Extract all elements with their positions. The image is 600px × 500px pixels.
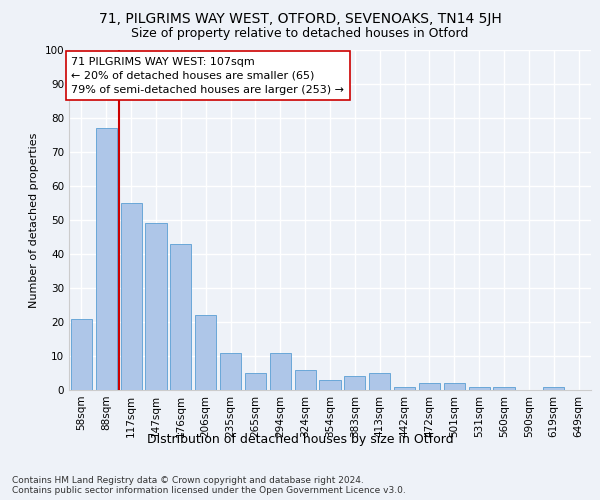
Bar — [419, 383, 440, 390]
Bar — [220, 352, 241, 390]
Bar — [319, 380, 341, 390]
Bar — [469, 386, 490, 390]
Bar — [295, 370, 316, 390]
Bar — [394, 386, 415, 390]
Text: Contains HM Land Registry data © Crown copyright and database right 2024.
Contai: Contains HM Land Registry data © Crown c… — [12, 476, 406, 495]
Text: 71, PILGRIMS WAY WEST, OTFORD, SEVENOAKS, TN14 5JH: 71, PILGRIMS WAY WEST, OTFORD, SEVENOAKS… — [98, 12, 502, 26]
Bar — [493, 386, 515, 390]
Bar — [71, 318, 92, 390]
Text: Size of property relative to detached houses in Otford: Size of property relative to detached ho… — [131, 28, 469, 40]
Bar — [195, 315, 216, 390]
Bar — [369, 373, 390, 390]
Bar — [270, 352, 291, 390]
Bar — [170, 244, 191, 390]
Bar — [543, 386, 564, 390]
Bar — [145, 224, 167, 390]
Bar — [444, 383, 465, 390]
Bar — [344, 376, 365, 390]
Text: Distribution of detached houses by size in Otford: Distribution of detached houses by size … — [146, 432, 454, 446]
Bar — [245, 373, 266, 390]
Y-axis label: Number of detached properties: Number of detached properties — [29, 132, 39, 308]
Text: 71 PILGRIMS WAY WEST: 107sqm
← 20% of detached houses are smaller (65)
79% of se: 71 PILGRIMS WAY WEST: 107sqm ← 20% of de… — [71, 57, 344, 95]
Bar — [121, 203, 142, 390]
Bar — [96, 128, 117, 390]
